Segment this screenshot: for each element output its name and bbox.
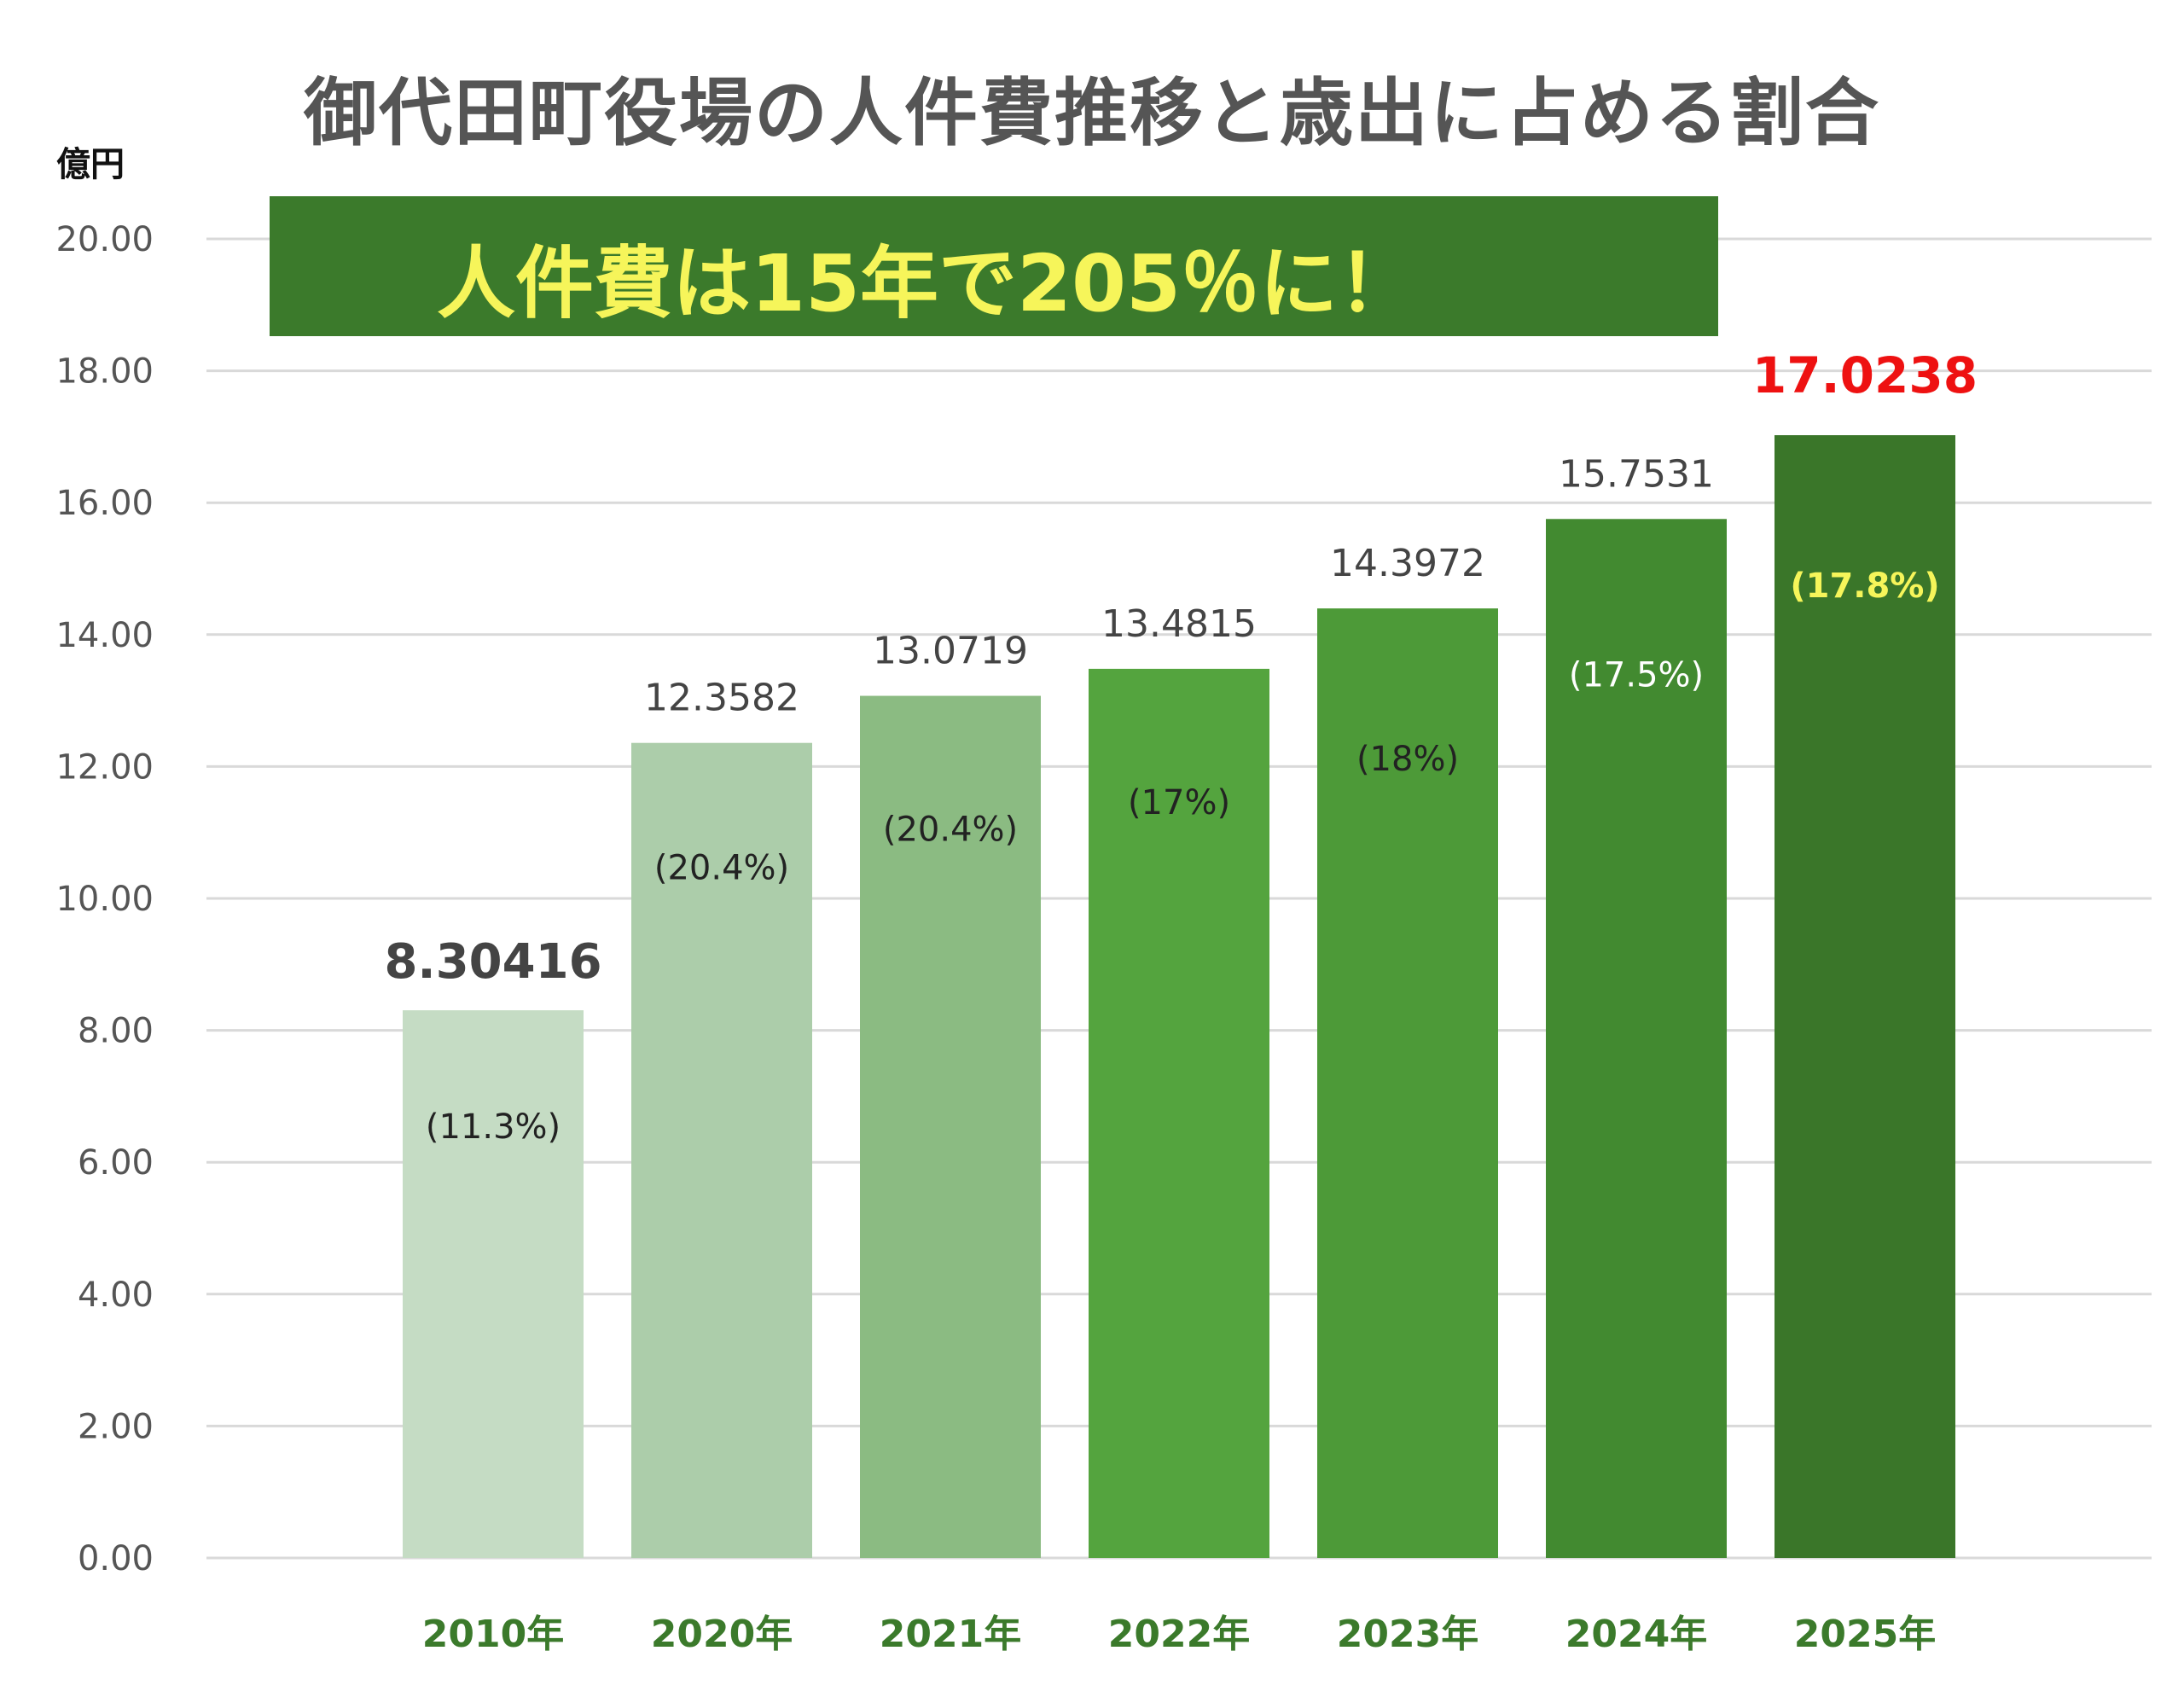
y-tick-label: 4.00 (78, 1276, 154, 1315)
data-label: 8.30416 (384, 934, 601, 990)
data-label: 12.3582 (644, 677, 799, 720)
x-tick-label: 2021年 (880, 1613, 1021, 1656)
share-label: (20.4%) (654, 849, 789, 888)
y-tick-label: 2.00 (78, 1407, 154, 1446)
y-tick-label: 10.00 (55, 880, 154, 919)
data-label: 13.0719 (873, 630, 1028, 673)
y-tick-label: 12.00 (55, 747, 154, 787)
bar (403, 1010, 584, 1558)
share-label: (18%) (1356, 740, 1459, 779)
bar (1317, 608, 1498, 1558)
share-label: (20.4%) (883, 811, 1018, 850)
bar (1774, 435, 1955, 1558)
share-label: (11.3%) (426, 1107, 561, 1147)
share-label: (17.8%) (1790, 567, 1939, 606)
x-tick-label: 2022年 (1108, 1613, 1250, 1656)
data-label: 13.4815 (1101, 602, 1257, 646)
y-tick-label: 6.00 (78, 1143, 154, 1183)
y-tick-label: 8.00 (78, 1012, 154, 1051)
y-tick-label: 0.00 (78, 1539, 154, 1578)
x-tick-label: 2020年 (651, 1613, 793, 1656)
share-label: (17.5%) (1569, 655, 1704, 695)
x-tick-label: 2025年 (1794, 1613, 1936, 1656)
headline-text: 人件費は15年で205％に！ (437, 238, 1417, 329)
data-label: 15.7531 (1559, 452, 1714, 496)
x-tick-label: 2023年 (1337, 1613, 1478, 1656)
chart-title: 御代田町役場の人件費推移と歳出に占める割合 (304, 71, 1880, 156)
data-label: 17.0238 (1752, 346, 1978, 404)
bar (631, 742, 812, 1558)
bar (860, 695, 1041, 1558)
x-tick-label: 2024年 (1565, 1613, 1707, 1656)
share-label: (17%) (1128, 783, 1230, 822)
x-tick-label: 2010年 (422, 1613, 564, 1656)
bar (1089, 668, 1269, 1558)
y-tick-label: 18.00 (55, 352, 154, 392)
headline-banner: 人件費は15年で205％に！ (270, 196, 1718, 336)
y-axis-unit-label: 億円 (56, 145, 125, 184)
y-tick-label: 16.00 (55, 484, 154, 523)
data-label: 14.3972 (1330, 542, 1485, 585)
y-tick-label: 20.00 (55, 220, 154, 259)
bar (1546, 519, 1727, 1558)
y-tick-label: 14.00 (55, 616, 154, 655)
